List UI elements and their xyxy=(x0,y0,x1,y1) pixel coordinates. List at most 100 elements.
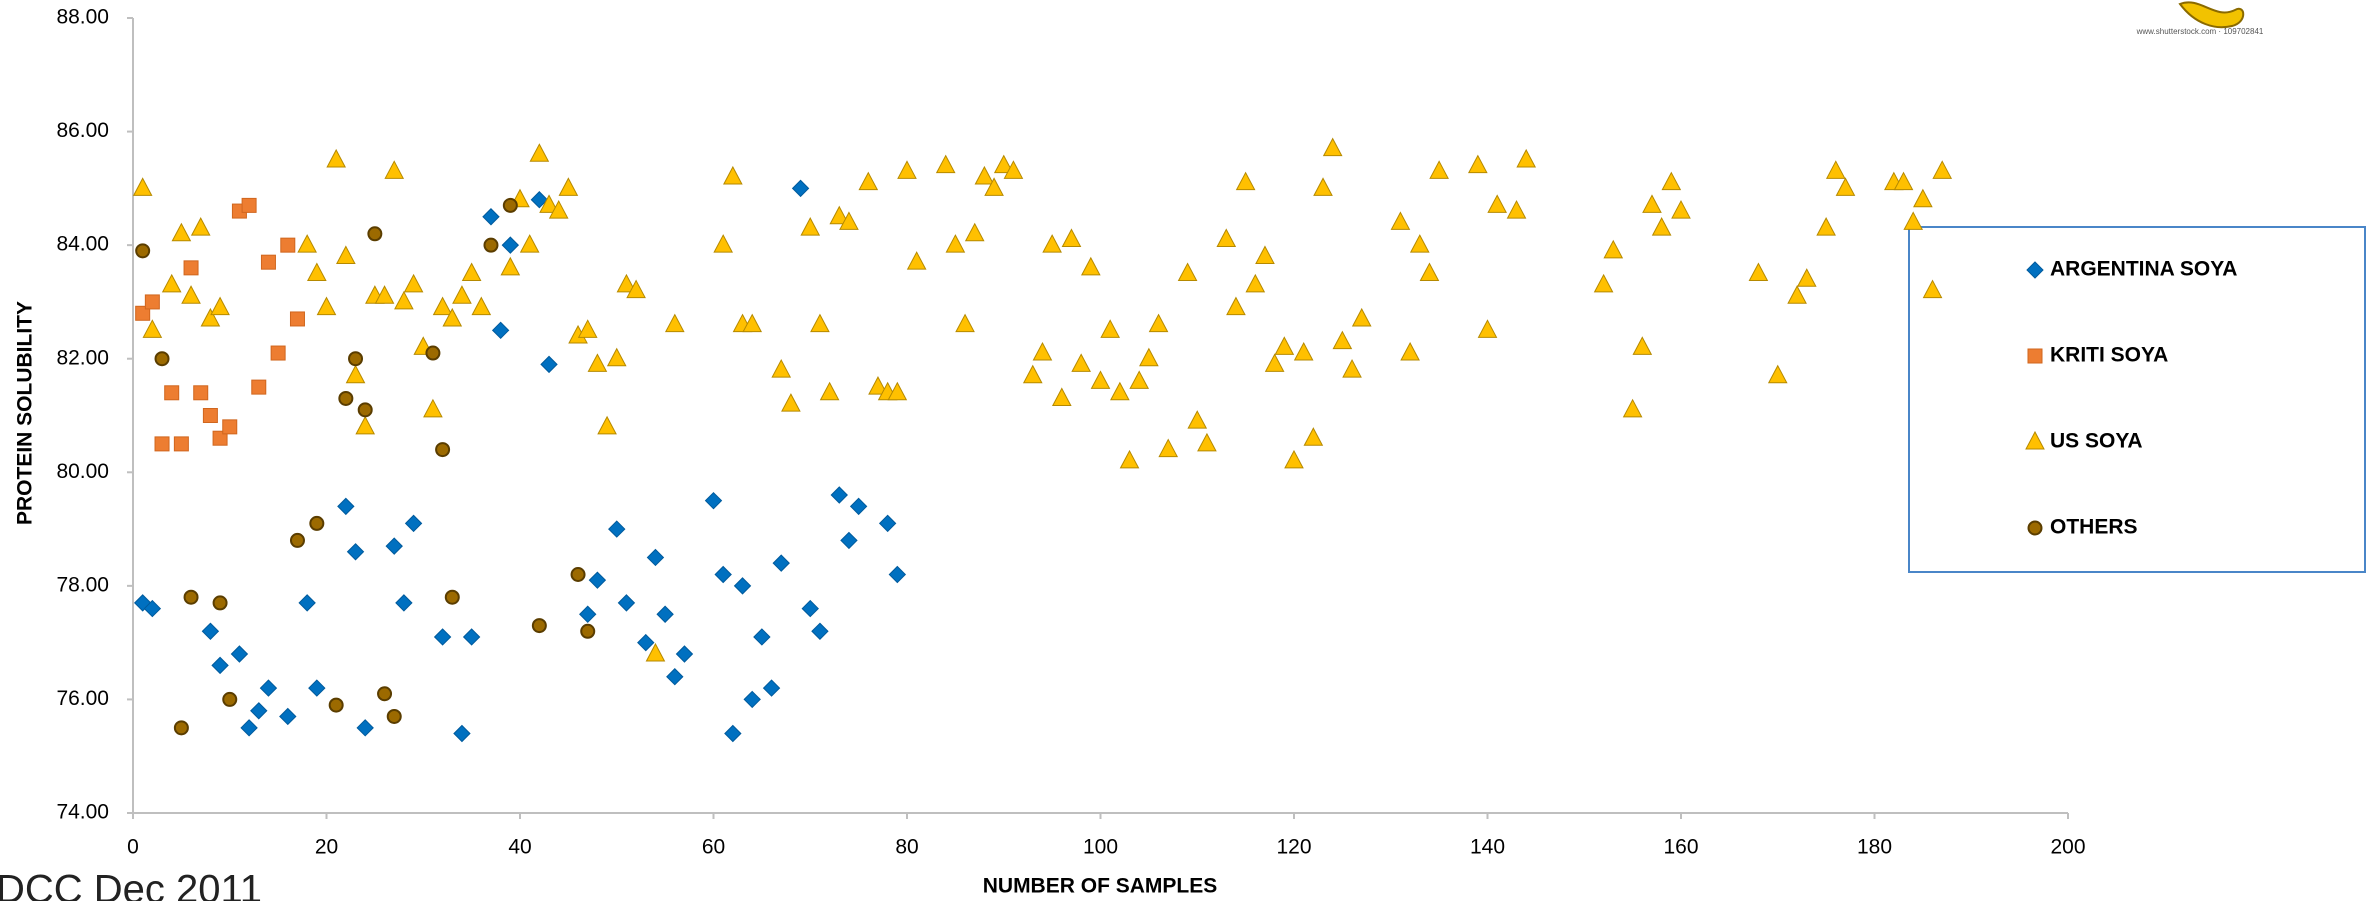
point xyxy=(212,657,228,673)
legend-marker xyxy=(2028,349,2042,363)
x-tick-label: 80 xyxy=(895,836,918,859)
point xyxy=(851,498,867,514)
point xyxy=(484,239,497,252)
point xyxy=(472,298,490,315)
point xyxy=(271,346,285,360)
point xyxy=(504,199,517,212)
point xyxy=(598,417,616,434)
point xyxy=(424,400,442,417)
point xyxy=(1304,428,1322,445)
point xyxy=(530,144,548,161)
point xyxy=(1420,264,1438,281)
point xyxy=(773,555,789,571)
point xyxy=(580,606,596,622)
point xyxy=(1788,286,1806,303)
point xyxy=(1343,360,1361,377)
point xyxy=(1188,411,1206,428)
point xyxy=(185,591,198,604)
point xyxy=(1072,354,1090,371)
point xyxy=(859,173,877,190)
point xyxy=(1827,161,1845,178)
point xyxy=(725,726,741,742)
point xyxy=(395,292,413,309)
point xyxy=(261,255,275,269)
y-axis-title: PROTEIN SOLUBILITY xyxy=(14,301,37,525)
point xyxy=(349,352,362,365)
point xyxy=(337,247,355,264)
point xyxy=(241,720,257,736)
point xyxy=(811,315,829,332)
point xyxy=(706,493,722,509)
y-tick-label: 76.00 xyxy=(56,687,109,710)
y-tick-label: 80.00 xyxy=(56,460,109,483)
point xyxy=(1256,247,1274,264)
legend-label: OTHERS xyxy=(2050,516,2138,539)
point xyxy=(782,394,800,411)
point xyxy=(211,298,229,315)
point xyxy=(378,687,391,700)
point xyxy=(1817,218,1835,235)
point xyxy=(889,567,905,583)
point xyxy=(1643,195,1661,212)
point xyxy=(831,487,847,503)
point xyxy=(406,515,422,531)
point xyxy=(434,298,452,315)
point xyxy=(463,264,481,281)
point xyxy=(308,264,326,281)
point xyxy=(1179,264,1197,281)
point xyxy=(1633,337,1651,354)
y-tick-label: 84.00 xyxy=(56,233,109,256)
x-tick-label: 160 xyxy=(1663,836,1698,859)
point xyxy=(202,623,218,639)
point xyxy=(1904,212,1922,229)
point xyxy=(203,409,217,423)
y-tick-label: 86.00 xyxy=(56,119,109,142)
point xyxy=(290,312,304,326)
point xyxy=(521,235,539,252)
point xyxy=(1121,451,1139,468)
x-tick-label: 60 xyxy=(702,836,725,859)
point xyxy=(1092,371,1110,388)
y-tick-label: 88.00 xyxy=(56,6,109,29)
point xyxy=(357,720,373,736)
point xyxy=(155,437,169,451)
point xyxy=(1198,434,1216,451)
point xyxy=(714,235,732,252)
point xyxy=(330,699,343,712)
point xyxy=(291,534,304,547)
point xyxy=(368,227,381,240)
point xyxy=(975,167,993,184)
point xyxy=(966,224,984,241)
point xyxy=(1285,451,1303,468)
point xyxy=(1246,275,1264,292)
point xyxy=(898,161,916,178)
point xyxy=(801,218,819,235)
point xyxy=(1595,275,1613,292)
chart: www.shutterstock.com · 109702841 PROTEIN… xyxy=(0,0,2374,901)
point xyxy=(802,601,818,617)
point xyxy=(1227,298,1245,315)
point xyxy=(647,549,663,565)
point xyxy=(359,403,372,416)
point xyxy=(764,680,780,696)
point xyxy=(715,567,731,583)
point xyxy=(956,315,974,332)
point xyxy=(754,629,770,645)
point xyxy=(1401,343,1419,360)
point xyxy=(1043,235,1061,252)
y-tick-label: 78.00 xyxy=(56,573,109,596)
point xyxy=(1266,354,1284,371)
point xyxy=(572,568,585,581)
point xyxy=(348,544,364,560)
point xyxy=(299,595,315,611)
point xyxy=(223,693,236,706)
point xyxy=(793,180,809,196)
point xyxy=(724,167,742,184)
point xyxy=(1653,218,1671,235)
point xyxy=(1217,229,1235,246)
point xyxy=(666,315,684,332)
point xyxy=(588,354,606,371)
point xyxy=(214,596,227,609)
point xyxy=(501,258,519,275)
point xyxy=(1111,383,1129,400)
